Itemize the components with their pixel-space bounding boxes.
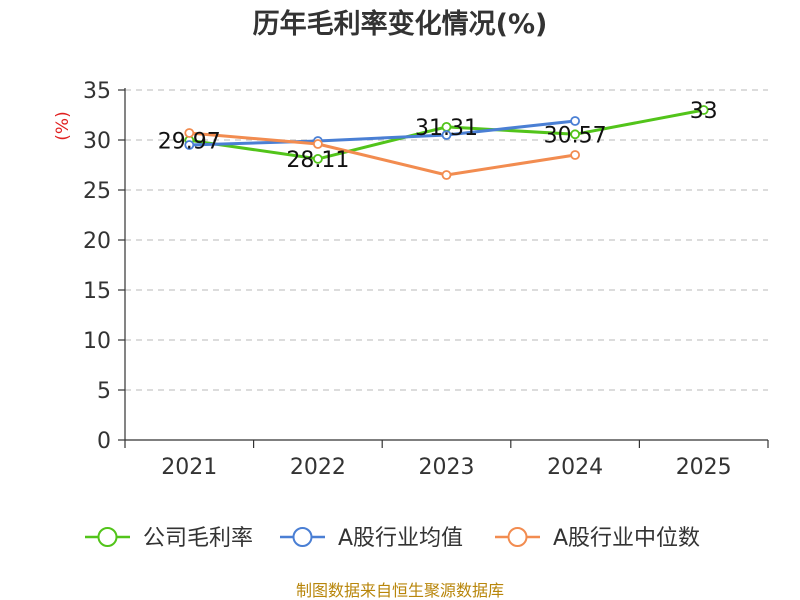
series-3 [184,128,580,180]
legend-item: 公司毛利率 [85,526,253,551]
y-tick-label: 15 [83,279,111,304]
legend-label: A股行业均值 [338,526,463,551]
data-point [441,130,452,140]
x-axis: 2021 2022 2023 2024 2025 [124,439,769,480]
y-tick-label: 35 [83,79,111,104]
legend-label: A股行业中位数 [553,526,700,551]
series-2 [184,116,580,150]
y-tick-label: 30 [83,129,111,154]
legend-item: A股行业均值 [280,526,463,551]
data-point [698,105,709,115]
data-point [312,153,323,164]
data-point [441,170,452,180]
x-tick-label: 2024 [547,455,603,480]
legend-item: A股行业中位数 [495,526,700,551]
legend: 公司毛利率 A股行业均值 A股行业中位数 [85,526,700,551]
data-point [570,150,580,160]
x-tick-label: 2021 [161,455,217,480]
series-line [189,131,576,177]
data-label: 33 [690,99,718,124]
y-axis-label: (%) [53,111,73,140]
grid [125,89,768,391]
data-label: 28.11 [286,148,349,173]
series-layer [184,105,709,180]
data-label: 29.97 [158,129,221,154]
legend-swatch-marker [97,527,118,547]
data-point [312,139,323,149]
y-tick-label: 25 [83,179,111,204]
data-label: 30.57 [544,123,607,148]
data-point [570,116,580,126]
data-labels: 29.97 28.11 31.31 30.57 33 [158,99,718,173]
x-tick-label: 2023 [419,455,475,480]
legend-swatch-marker [507,527,528,547]
data-point [570,129,580,140]
y-axis: 0 5 10 15 20 25 30 35 [83,79,126,454]
source-note: 制图数据来自恒生聚源数据库 [296,581,504,600]
y-tick-label: 20 [83,229,111,254]
chart-title: 历年毛利率变化情况(%) [253,8,548,40]
x-tick-label: 2022 [290,455,346,480]
y-tick-label: 10 [83,329,111,354]
data-point [184,128,195,138]
series-line [189,119,576,147]
y-tick-label: 5 [97,379,111,404]
data-label: 31.31 [415,116,478,141]
legend-label: 公司毛利率 [143,526,253,551]
data-point [184,140,195,150]
legend-swatch-marker [292,527,313,547]
y-tick-label: 0 [97,429,111,454]
x-tick-label: 2025 [676,455,732,480]
